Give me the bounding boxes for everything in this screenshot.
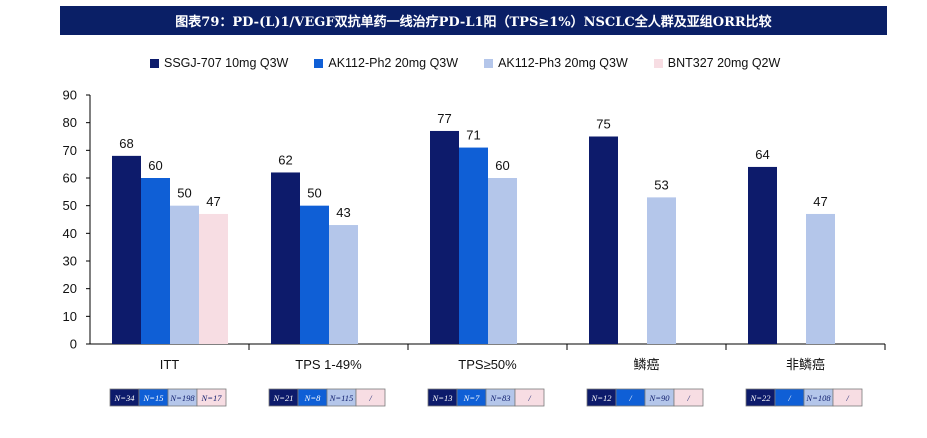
- legend-item: SSGJ-707 10mg Q3W: [150, 56, 288, 70]
- sample-size-label: N=198: [169, 393, 195, 403]
- sample-size-label: N=108: [805, 393, 831, 403]
- sample-size-label: /: [686, 393, 691, 403]
- x-tick-label: 鳞癌: [633, 357, 659, 372]
- sample-size-label: N=83: [490, 393, 511, 403]
- sample-size-label: /: [368, 393, 373, 403]
- sample-size-label: N=21: [273, 393, 294, 403]
- data-label: 75: [596, 117, 610, 132]
- legend-swatch-1: [314, 58, 324, 68]
- bar: [488, 178, 517, 344]
- bar: [329, 225, 358, 344]
- sample-size-box: [832, 388, 863, 407]
- sample-size-box: [196, 388, 227, 407]
- data-label: 60: [148, 158, 162, 173]
- sample-size-label: /: [787, 393, 792, 403]
- bar: [170, 205, 199, 344]
- data-label: 77: [437, 111, 451, 126]
- sample-size-box: [514, 388, 545, 407]
- data-label: 50: [307, 186, 321, 201]
- sample-size-label: /: [845, 393, 850, 403]
- sample-size-label: N=90: [649, 393, 671, 403]
- data-label: 47: [813, 194, 827, 209]
- y-tick-label: 90: [63, 88, 77, 103]
- legend-item: AK112-Ph2 20mg Q3W: [314, 56, 458, 70]
- data-label: 47: [206, 194, 220, 209]
- bar: [300, 205, 329, 344]
- sample-size-label: N=7: [463, 393, 480, 403]
- bar: [647, 197, 676, 344]
- legend-label: SSGJ-707 10mg Q3W: [164, 56, 289, 70]
- data-label: 43: [336, 205, 350, 220]
- sample-size-label: /: [628, 393, 633, 403]
- legend-swatch-3: [653, 58, 663, 68]
- chart-title: 图表79：PD-(L)1/VEGF双抗单药一线治疗PD-L1阳（TPS≥1%）N…: [175, 15, 772, 30]
- data-label: 68: [119, 136, 133, 151]
- sample-size-label: N=22: [750, 393, 772, 403]
- data-label: 60: [495, 158, 509, 173]
- legend-swatch-0: [150, 58, 159, 68]
- y-tick-label: 40: [63, 226, 77, 241]
- sample-size-label: N=13: [432, 393, 453, 403]
- x-tick-label: TPS≥50%: [458, 357, 517, 372]
- bar: [589, 136, 618, 344]
- bar: [748, 166, 777, 344]
- sample-size-box: [673, 388, 704, 407]
- legend-item: BNT327 20mg Q2W: [653, 56, 781, 70]
- bar: [459, 147, 488, 344]
- sample-size-label: N=12: [591, 393, 613, 403]
- y-tick-label: 80: [63, 115, 77, 130]
- data-label: 53: [654, 177, 668, 192]
- x-tick-label: 非鳞癌: [786, 357, 825, 372]
- bar: [112, 155, 141, 344]
- y-tick-label: 70: [63, 143, 77, 158]
- sample-size-label: /: [527, 393, 532, 403]
- legend-label: BNT327 20mg Q2W: [667, 56, 781, 70]
- legend-label: AK112-Ph3 20mg Q3W: [498, 56, 628, 70]
- legend-label: AK112-Ph2 20mg Q3W: [328, 56, 459, 70]
- chart-title-bar: 图表79：PD-(L)1/VEGF双抗单药一线治疗PD-L1阳（TPS≥1%）N…: [60, 6, 887, 35]
- sample-size-label: N=34: [114, 393, 136, 403]
- data-label: 62: [278, 152, 292, 167]
- data-label: 71: [466, 128, 480, 143]
- bar: [430, 130, 459, 344]
- sample-size-label: N=115: [329, 393, 354, 403]
- legend-item: AK112-Ph3 20mg Q3W: [484, 56, 628, 70]
- y-tick-label: 30: [63, 254, 77, 269]
- bar: [271, 172, 300, 344]
- y-tick-label: 10: [63, 309, 77, 324]
- y-tick-label: 0: [70, 337, 77, 352]
- sample-size-box: [355, 388, 386, 407]
- bar: [806, 213, 835, 344]
- legend-swatch-2: [484, 58, 494, 68]
- legend: SSGJ-707 10mg Q3W AK112-Ph2 20mg Q3W AK1…: [150, 54, 806, 72]
- sample-size-label: N=15: [143, 393, 164, 403]
- y-tick-label: 20: [63, 281, 77, 296]
- x-tick-label: ITT: [160, 357, 180, 372]
- data-label: 64: [755, 147, 769, 162]
- data-label: 50: [177, 186, 191, 201]
- sample-size-label: N=17: [201, 393, 223, 403]
- y-tick-label: 60: [63, 171, 77, 186]
- x-tick-label: TPS 1-49%: [295, 357, 362, 372]
- bar: [141, 178, 170, 344]
- sample-size-label: N=8: [304, 393, 321, 403]
- y-tick-label: 50: [63, 198, 77, 213]
- bar: [199, 213, 228, 344]
